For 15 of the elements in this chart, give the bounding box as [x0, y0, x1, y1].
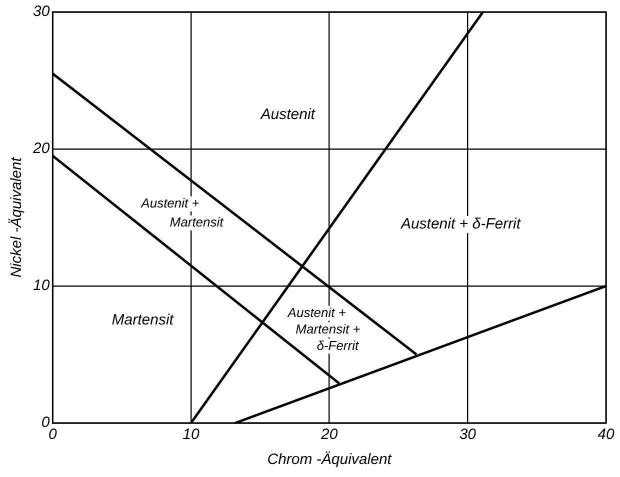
- annotation: Austenit + δ-Ferrit: [400, 216, 522, 233]
- y-tick-label: 20: [32, 140, 50, 158]
- annotation: Austenit + Martensit: [140, 196, 225, 230]
- x-tick-label: 10: [182, 426, 200, 444]
- y-tick-label: 30: [32, 3, 50, 20]
- annotation: Austenit: [260, 106, 316, 123]
- y-axis-title: Nickel -Äquivalent: [8, 156, 26, 278]
- annotation: Austenit + Martensit + δ-Ferrit: [286, 304, 361, 353]
- x-axis-title: Chrom -Äquivalent: [267, 451, 392, 468]
- y-tick-label: 10: [32, 277, 50, 294]
- annotation: Martensit: [112, 311, 174, 328]
- y-tick-label: 0: [41, 414, 50, 432]
- x-tick-label: 20: [320, 426, 338, 444]
- x-tick-label: 30: [459, 426, 477, 444]
- x-tick-label: 40: [598, 426, 615, 444]
